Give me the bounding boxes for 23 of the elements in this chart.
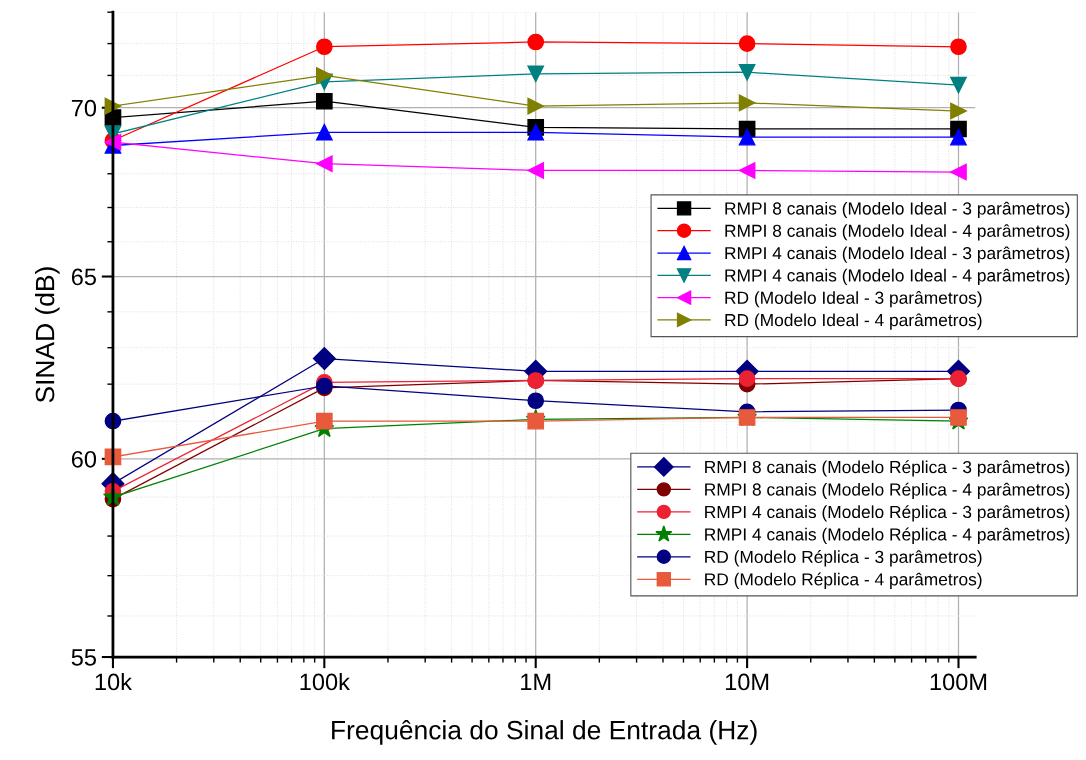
x-tick-label: 1M xyxy=(521,673,551,691)
x-tick-label: 100k xyxy=(300,672,350,691)
legend-label: RMPI 8 canais (Modelo Réplica - 4 parâmetros) xyxy=(705,482,1070,500)
x-axis-title: Frequência do Sinal de Entrada (Hz) xyxy=(332,720,757,745)
y-axis-title: SINAD (dB) xyxy=(35,267,60,403)
y-tick-label: 55 xyxy=(71,649,96,666)
y-tick-label: 65 xyxy=(71,268,96,286)
legend-label: RMPI 8 canais (Modelo Ideal - 3 parâmetros) xyxy=(725,201,1070,219)
legend-label: RD (Modelo Ideal - 3 parâmetros) xyxy=(725,291,982,308)
legend-label: RD (Modelo Réplica - 3 parâmetros) xyxy=(705,550,982,567)
y-tick-label: 60 xyxy=(71,450,97,468)
x-tick-label: 100M xyxy=(930,673,987,691)
legend-label: RD (Modelo Réplica - 4 parâmetros) xyxy=(705,572,982,589)
legend-label: RD (Modelo Ideal - 4 parâmetros) xyxy=(725,313,982,330)
legend-label: RMPI 8 canais (Modelo Ideal - 4 parâmetros) xyxy=(725,224,1070,241)
legend-label: RMPI 4 canais (Modelo Ideal - 3 parâmetros) xyxy=(725,246,1070,263)
y-tick-label: 70 xyxy=(71,99,97,117)
x-tick-label: 10k xyxy=(95,672,133,691)
legend-label: RMPI 4 canais (Modelo Ideal - 4 parâmetros) xyxy=(725,268,1070,286)
x-tick-label: 10M xyxy=(725,673,769,691)
legend-label: RMPI 4 canais (Modelo Réplica - 4 parâmetros) xyxy=(705,527,1070,544)
legend-label: RMPI 8 canais (Modelo Réplica - 3 parâmetros) xyxy=(705,460,1070,477)
legend-label: RMPI 4 canais (Modelo Réplica - 3 parâmetros) xyxy=(705,505,1070,522)
